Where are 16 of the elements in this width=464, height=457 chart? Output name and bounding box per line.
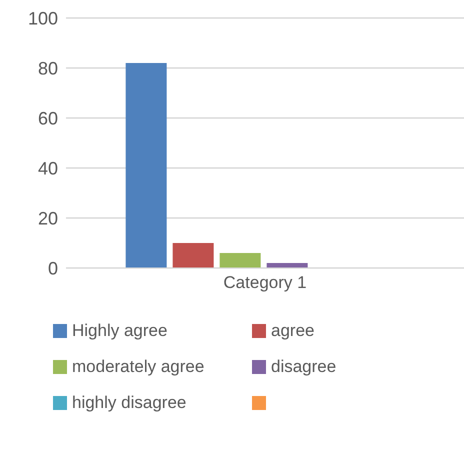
bar [172,243,214,268]
y-tick-label: 40 [38,158,58,178]
bar [220,253,261,268]
legend-label: moderately agree [72,357,204,377]
legend-label: highly disagree [72,393,186,413]
y-tick-label: 80 [38,58,58,78]
y-tick-label: 20 [38,208,58,228]
y-tick-label: 60 [38,108,58,128]
bar [126,63,167,268]
legend-label: Highly agree [72,321,168,341]
legend-label: agree [271,321,314,341]
bar [266,263,308,268]
y-tick-label: 0 [48,258,58,278]
legend-label: disagree [271,357,336,377]
y-tick-label: 100 [28,8,58,28]
x-tick-label: Category 1 [223,273,307,292]
